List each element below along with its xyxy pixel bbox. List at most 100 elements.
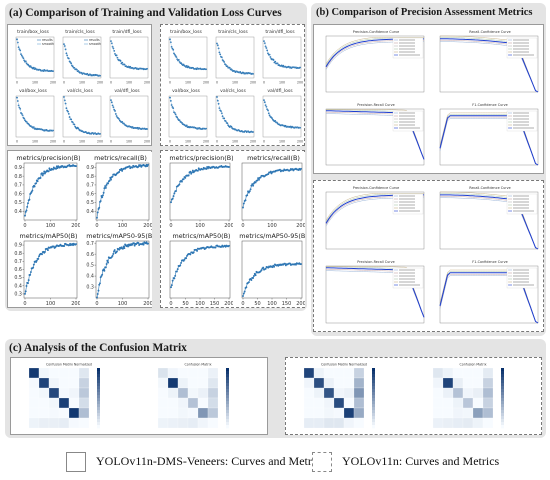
- cm-cell: [38, 407, 50, 419]
- cm-cell: [68, 397, 80, 409]
- cm-colorbar-segment: [226, 377, 229, 381]
- metric-point: [137, 242, 140, 244]
- metric-point: [257, 177, 260, 180]
- metric-point: [96, 296, 98, 299]
- metric-point: [98, 206, 101, 209]
- metric-point: [41, 253, 43, 256]
- metric-x-tick: 0: [23, 301, 26, 307]
- loss-chart-title: val/cls_loss: [67, 88, 93, 94]
- cm-colorbar-segment: [97, 371, 100, 375]
- metric-point: [103, 269, 106, 272]
- prec-solid-plot-f1-confidence-curve: F1-Confidence Curve: [430, 100, 542, 172]
- metric-point: [109, 176, 112, 179]
- prec-legend: [392, 193, 424, 215]
- loss-point: [99, 74, 101, 77]
- loss-point: [299, 126, 301, 129]
- cm-colorbar-segment: [226, 398, 229, 402]
- loss-smooth-line: [63, 43, 101, 76]
- prec-legend-text: [513, 284, 534, 286]
- loss-axes: [109, 36, 149, 79]
- metric-point: [24, 290, 27, 293]
- metric-point: [33, 185, 36, 188]
- loss-frame-solid: train/box_loss results smooth 0 100 200 train…: [7, 24, 152, 146]
- loss-smooth-line: [16, 97, 53, 131]
- cm-cell: [177, 417, 189, 429]
- metric-point: [142, 243, 145, 246]
- metric-point: [172, 195, 175, 198]
- cm-title: Confusion Matrix Normalized: [321, 363, 367, 367]
- prec-legend: [392, 267, 424, 289]
- metric-chart-title: metrics/recall(B): [94, 154, 147, 162]
- prec-legend-text: [399, 272, 415, 274]
- loss-point: [169, 96, 171, 99]
- cm-colorbar-segment: [226, 380, 229, 384]
- cm-cell: [177, 407, 189, 419]
- loss-smooth-line: [169, 97, 206, 130]
- metric-point: [248, 190, 251, 193]
- metric-y-tick: 0.8: [14, 251, 22, 257]
- cm-colorbar-segment: [97, 398, 100, 402]
- metric-point: [102, 191, 105, 194]
- metric-point: [173, 192, 176, 195]
- cm-colorbar-segment: [97, 404, 100, 408]
- cm-cell: [303, 387, 315, 399]
- cm-cell: [333, 417, 345, 429]
- metric-point: [300, 167, 302, 170]
- cm-colorbar-segment: [372, 371, 375, 375]
- metric-point: [191, 171, 193, 174]
- metric-point: [111, 254, 114, 257]
- metric-point: [101, 196, 104, 199]
- cm-cell: [68, 387, 80, 399]
- prec-frame-solid: Precision-Confidence Curve Recall-Confid…: [313, 24, 544, 174]
- cm-colorbar-segment: [372, 407, 375, 411]
- metric-point: [252, 277, 255, 279]
- metric-y-tick: 0.6: [14, 191, 22, 197]
- loss-chart-train-dfl-loss: train/dfl_loss 0 100 200: [109, 29, 150, 85]
- cm-cell: [303, 397, 315, 409]
- metric-point: [32, 266, 35, 269]
- prec-legend-text: [399, 207, 415, 209]
- cm-colorbar-segment: [372, 419, 375, 423]
- prec-chart-precision-confidence-curve: Precision-Confidence Curve: [325, 30, 425, 93]
- cm-frame-dashed: Confusion Matrix Normalized Confusion Ma…: [285, 357, 542, 435]
- cm-colorbar-segment: [97, 374, 100, 378]
- loss-point: [172, 107, 175, 110]
- cm-cell: [343, 377, 355, 389]
- cm-colorbar-segment: [372, 416, 375, 420]
- cm-colorbar-segment: [501, 398, 504, 402]
- loss-x-tick: 200: [250, 81, 256, 85]
- legend-solid-label: YOLOv11n-DMS-Veneers: Curves and Metrics: [96, 453, 326, 468]
- prec-dashed-plot-precision-recall-curve: Precision-Recall Curve: [316, 257, 428, 330]
- prec-class-line: [325, 193, 424, 221]
- prec-chart-recall-confidence-curve: Recall-Confidence Curve: [439, 30, 539, 93]
- loss-legend-label: smooth: [42, 42, 54, 46]
- cm-cell: [68, 407, 80, 419]
- cm-cell: [353, 417, 365, 429]
- cm-colorbar-segment: [226, 374, 229, 378]
- prec-solid-plot-precision-confidence-curve: Precision-Confidence Curve: [316, 27, 428, 99]
- metric-point: [68, 244, 71, 247]
- metric-point: [196, 169, 199, 172]
- prec-chart-precision-recall-curve: Precision-Recall Curve: [325, 260, 425, 324]
- metric-chart-metrics-recall-b: metrics/recall(B) 0 100 200: [241, 154, 305, 229]
- loss-chart-train-box-loss: train/box_loss 0 100 200: [168, 29, 209, 85]
- metric-point: [244, 199, 247, 202]
- metric-y-tick: 0.8: [86, 174, 94, 180]
- loss-solid-plot-train-cls-loss: train/cls_loss results smooth 0 100 200: [57, 27, 103, 85]
- cm-colorbar-segment: [501, 374, 504, 378]
- metric-point: [269, 170, 272, 173]
- metric-point: [254, 274, 257, 277]
- metric-point: [282, 169, 285, 172]
- cm-colorbar-segment: [97, 383, 100, 387]
- metric-point: [271, 266, 274, 269]
- cm-cell: [442, 387, 454, 399]
- loss-point: [112, 106, 115, 109]
- loss-x-tick: 100: [232, 140, 238, 144]
- metric-point: [190, 172, 193, 175]
- cm-cell: [28, 367, 40, 379]
- cm-cell: [48, 377, 60, 389]
- prec-legend-text: [513, 201, 529, 203]
- metric-x-tick: 200: [71, 301, 80, 307]
- cm-cell: [472, 397, 484, 409]
